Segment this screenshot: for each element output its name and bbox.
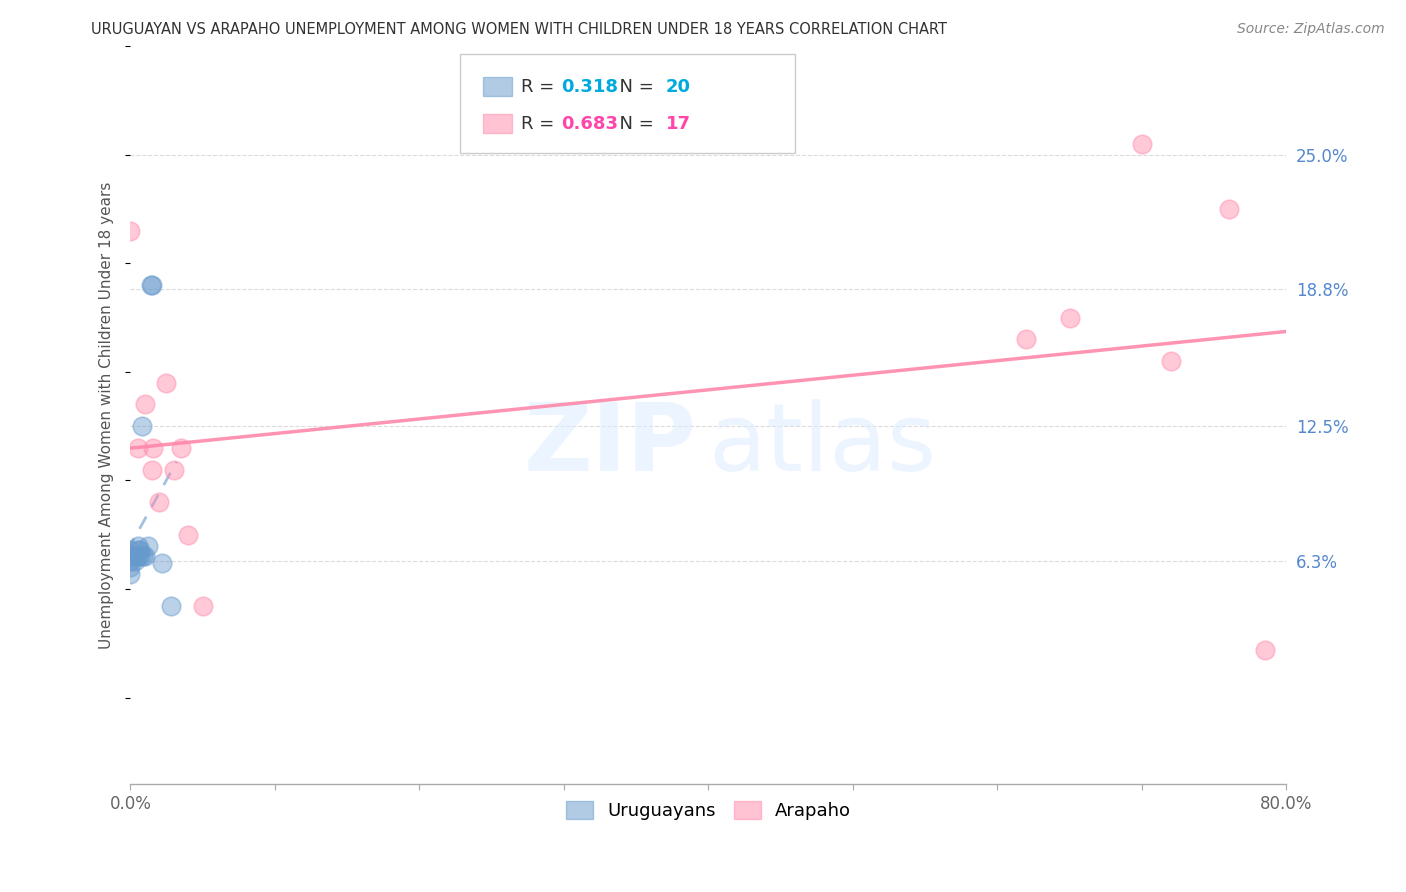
Text: Source: ZipAtlas.com: Source: ZipAtlas.com	[1237, 22, 1385, 37]
Legend: Uruguayans, Arapaho: Uruguayans, Arapaho	[558, 793, 859, 827]
Point	[141, 462, 163, 476]
Point	[124, 549, 146, 564]
Point	[127, 539, 149, 553]
Point	[131, 419, 153, 434]
Point	[177, 527, 200, 541]
Point	[150, 556, 173, 570]
Point	[163, 462, 186, 476]
Text: URUGUAYAN VS ARAPAHO UNEMPLOYMENT AMONG WOMEN WITH CHILDREN UNDER 18 YEARS CORRE: URUGUAYAN VS ARAPAHO UNEMPLOYMENT AMONG …	[91, 22, 948, 37]
Point	[129, 549, 152, 564]
Y-axis label: Unemployment Among Women with Children Under 18 years: Unemployment Among Women with Children U…	[100, 182, 114, 649]
Point	[159, 599, 181, 614]
FancyBboxPatch shape	[460, 54, 796, 153]
Point	[127, 549, 149, 564]
Point	[142, 441, 165, 455]
Point	[120, 224, 142, 238]
Text: ZIP: ZIP	[524, 399, 697, 491]
Point	[191, 599, 214, 614]
Point	[155, 376, 177, 390]
Point	[1130, 136, 1153, 151]
Text: N =: N =	[607, 115, 659, 133]
Text: 0.318: 0.318	[561, 78, 619, 95]
Text: 17: 17	[665, 115, 690, 133]
Point	[132, 549, 155, 564]
Point	[136, 539, 159, 553]
Point	[1160, 354, 1182, 368]
Point	[120, 554, 142, 568]
Point	[1059, 310, 1081, 325]
Text: atlas: atlas	[709, 399, 936, 491]
Point	[134, 397, 156, 411]
Point	[1218, 202, 1240, 216]
Point	[120, 560, 142, 574]
Text: 0.683: 0.683	[561, 115, 619, 133]
Point	[129, 543, 152, 558]
Point	[120, 549, 142, 564]
Text: R =: R =	[522, 115, 560, 133]
Point	[141, 278, 163, 293]
FancyBboxPatch shape	[482, 78, 512, 95]
Point	[139, 278, 162, 293]
Point	[120, 566, 142, 581]
Point	[124, 554, 146, 568]
Point	[120, 543, 142, 558]
Text: N =: N =	[607, 78, 659, 95]
Text: 20: 20	[665, 78, 690, 95]
FancyBboxPatch shape	[482, 114, 512, 133]
Point	[148, 495, 170, 509]
Point	[127, 543, 149, 558]
Point	[1254, 642, 1277, 657]
Point	[170, 441, 193, 455]
Point	[134, 549, 156, 564]
Point	[1015, 332, 1038, 346]
Text: R =: R =	[522, 78, 560, 95]
Point	[127, 441, 149, 455]
